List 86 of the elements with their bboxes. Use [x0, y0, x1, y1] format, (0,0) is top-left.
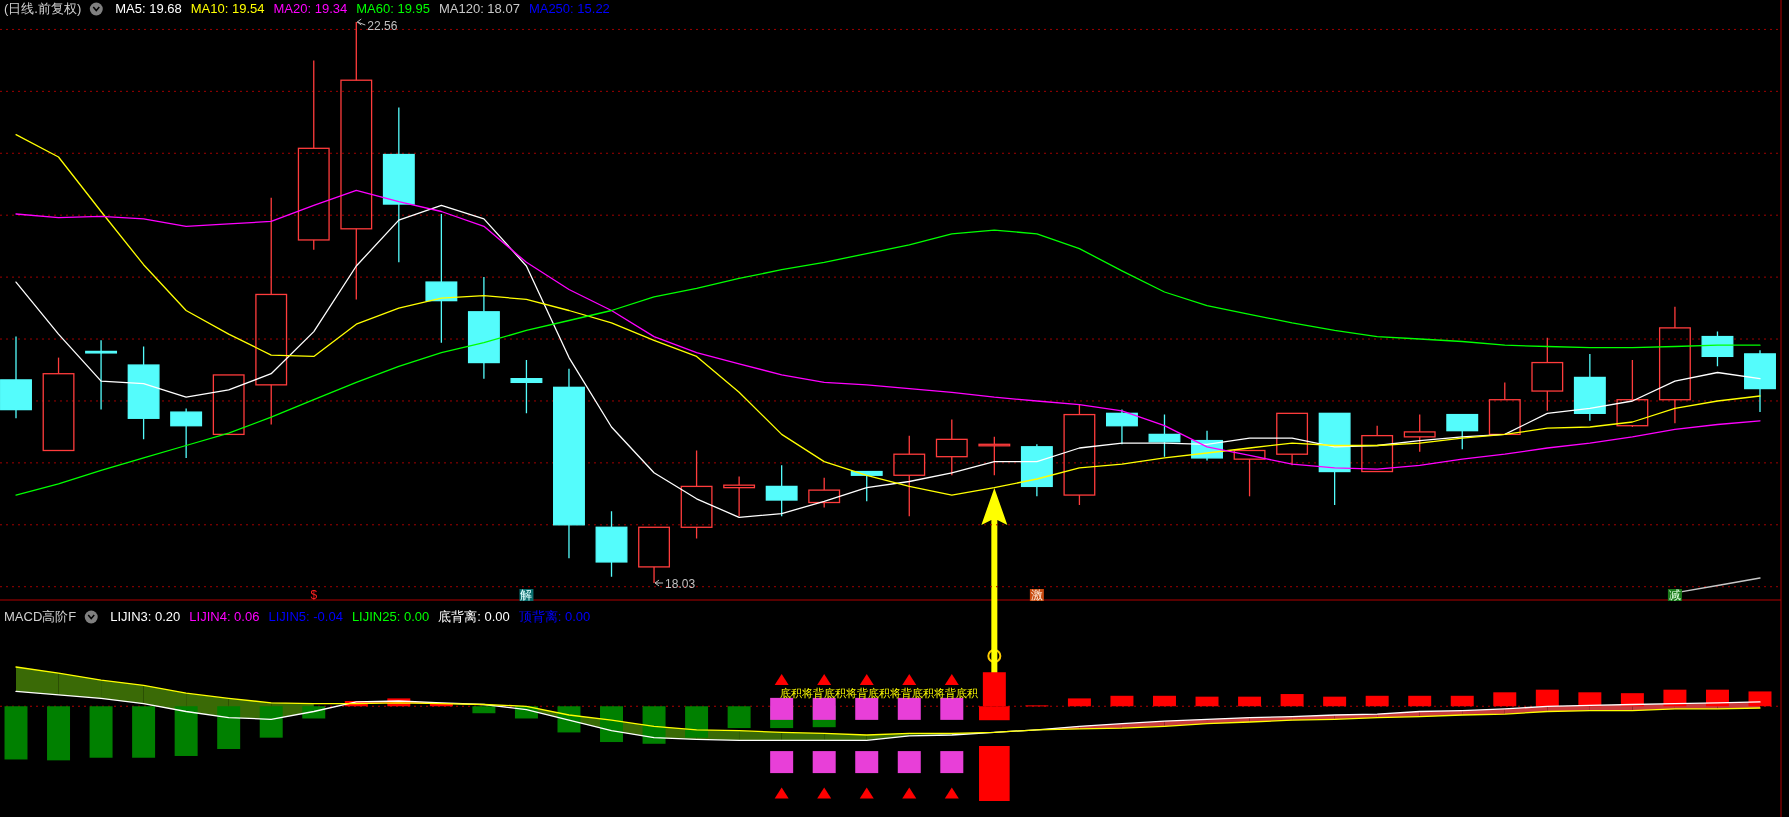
point	[855, 697, 879, 720]
bar	[4, 706, 28, 760]
candlestick	[1318, 412, 1351, 506]
point	[940, 697, 964, 720]
point	[897, 697, 921, 720]
text: LIJIN3: 0.20	[110, 609, 181, 624]
candlestick	[382, 106, 415, 263]
bar	[1280, 694, 1304, 707]
candlestick	[1616, 359, 1649, 427]
text: MA5: 19.68	[115, 1, 182, 16]
point	[855, 751, 879, 774]
bar	[47, 706, 71, 761]
bar	[1408, 695, 1432, 707]
candlestick	[680, 449, 713, 540]
legend-label: 顶背离: 0.00	[518, 609, 591, 624]
candlestick	[1148, 413, 1181, 458]
text: $	[310, 588, 318, 602]
candlestick	[0, 335, 32, 419]
candlestick	[1573, 353, 1606, 422]
point	[774, 787, 789, 799]
candlestick	[510, 359, 543, 414]
candlestick	[1276, 412, 1309, 466]
candlestick	[553, 368, 585, 559]
point	[812, 751, 836, 774]
point	[944, 787, 959, 799]
candlestick	[893, 434, 926, 517]
bar	[1365, 695, 1389, 707]
candlestick	[297, 59, 330, 251]
bar	[1195, 696, 1219, 707]
candlestick	[255, 197, 288, 426]
legend-label: LIJIN4: 0.06	[189, 609, 260, 624]
bar	[1110, 695, 1134, 707]
legend-label: LIJIN5: -0.04	[268, 609, 343, 624]
candlestick	[723, 475, 756, 517]
text: 解	[520, 588, 533, 602]
text: 激	[1030, 588, 1043, 602]
candlestick	[170, 407, 203, 459]
bar	[642, 706, 666, 744]
legend-label: 底背离: 0.00	[438, 609, 510, 624]
candlestick	[1020, 443, 1053, 497]
text: MA20: 19.34	[273, 1, 348, 16]
candlestick	[85, 339, 118, 411]
candlestick	[127, 345, 160, 440]
candlestick	[467, 276, 500, 380]
point	[774, 674, 789, 686]
point	[902, 674, 917, 686]
text: MA10: 19.54	[190, 1, 265, 16]
chart-title: (日线.前复权)	[4, 1, 82, 16]
annotation: 18.03	[665, 577, 696, 591]
bar	[1323, 696, 1347, 707]
point	[902, 787, 917, 799]
candlestick	[1658, 306, 1691, 424]
bar	[1238, 696, 1262, 707]
point	[859, 787, 874, 799]
candlestick	[595, 510, 628, 578]
legend-label: MA250: 15.22	[528, 1, 610, 16]
candlestick	[1403, 413, 1436, 453]
text: 减	[1668, 588, 1681, 602]
chart-title: MACD高阶F	[4, 609, 77, 624]
candlestick	[425, 213, 458, 344]
point	[897, 751, 921, 774]
candlestick	[978, 436, 1011, 476]
annotation: 22.56	[367, 19, 398, 33]
legend-label: LIJIN25: 0.00	[351, 609, 430, 624]
candlestick	[935, 418, 968, 476]
text: MA60: 19.95	[356, 1, 430, 16]
bar	[472, 706, 496, 714]
text: MA120: 18.07	[438, 1, 520, 16]
candlestick	[1233, 449, 1266, 497]
bar	[1153, 695, 1176, 707]
point	[812, 697, 836, 720]
point	[817, 787, 832, 799]
point	[944, 674, 959, 686]
candlestick	[1744, 349, 1776, 413]
point	[770, 697, 794, 720]
annotation: 底积将背底积将背底积将背底积将背底积	[780, 687, 978, 699]
bar	[600, 706, 623, 743]
point	[859, 674, 874, 686]
candlestick	[1063, 404, 1096, 506]
candlestick	[1105, 408, 1138, 445]
bar	[1067, 698, 1091, 707]
candlestick	[1531, 337, 1564, 412]
candlestick	[765, 464, 798, 517]
point	[770, 751, 794, 774]
point	[940, 751, 964, 774]
point	[817, 674, 832, 686]
